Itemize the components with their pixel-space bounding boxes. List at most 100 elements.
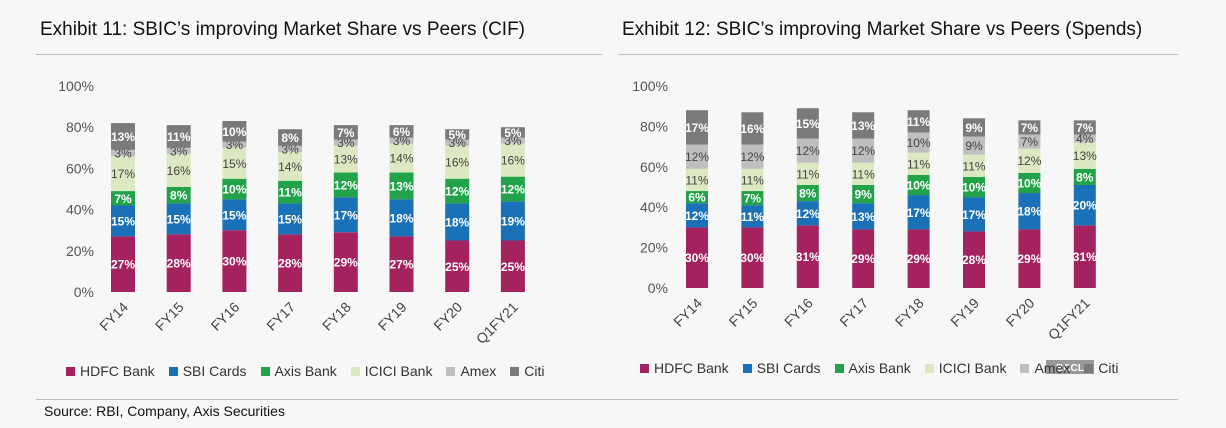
- bar-segment: [796, 201, 819, 226]
- data-label: 27%: [389, 258, 413, 272]
- data-label: 13%: [334, 153, 358, 167]
- data-label: 20%: [1073, 199, 1097, 213]
- bar-segment: [686, 168, 708, 192]
- x-tick-label: FY14: [96, 299, 131, 334]
- data-label: 10%: [1017, 176, 1041, 190]
- legend-label: ICICI Bank: [938, 360, 1007, 376]
- bar-segment: [500, 176, 525, 202]
- bar-segment: [500, 240, 525, 292]
- x-tick-label: FY19: [375, 299, 410, 334]
- legend-swatch: [510, 366, 520, 376]
- bar-segment: [389, 236, 414, 292]
- data-label: 25%: [445, 260, 469, 274]
- y-tick-label: 20%: [640, 240, 668, 256]
- data-label: 12%: [501, 183, 525, 197]
- bar-segment: [166, 147, 191, 154]
- bar-segment: [278, 234, 303, 292]
- y-tick-label: 60%: [66, 160, 94, 176]
- bar-segment: [333, 139, 358, 146]
- x-tick-label: FY15: [152, 299, 187, 334]
- legend-exhibit-11: HDFC Bank SBI Cards Axis Bank ICICI Bank Ame…: [66, 363, 544, 379]
- legend-label: Amex: [1034, 360, 1071, 376]
- data-label: 12%: [796, 144, 820, 158]
- legend-swatch: [350, 366, 360, 376]
- bar-segment: [111, 191, 135, 206]
- bar-segment: [1073, 134, 1096, 143]
- data-label: 25%: [501, 260, 525, 274]
- y-tick-label: 80%: [66, 119, 94, 135]
- data-label: 17%: [111, 167, 135, 181]
- x-tick-label: FY20: [1003, 295, 1038, 330]
- data-label: 11%: [907, 115, 931, 129]
- data-label: 3%: [393, 134, 411, 148]
- bar-segment: [278, 203, 303, 235]
- data-label: 10%: [907, 178, 931, 192]
- data-label: 12%: [851, 144, 875, 158]
- bar-segment: [741, 144, 764, 169]
- data-label: 7%: [744, 192, 762, 206]
- bar-segment: [852, 229, 875, 288]
- bar-segment: [389, 172, 414, 200]
- bar-segment: [963, 197, 985, 232]
- data-label: 11%: [741, 173, 764, 187]
- bar-segment: [796, 225, 819, 288]
- bar-segment: [741, 205, 764, 228]
- legend-swatch: [1084, 363, 1094, 373]
- source-note: Source: RBI, Company, Axis Securities: [44, 403, 285, 419]
- legend-label: Citi: [1098, 360, 1119, 376]
- bar-segment: [166, 153, 191, 187]
- data-label: 12%: [1017, 154, 1041, 168]
- bar-segment: [333, 197, 358, 233]
- y-tick-label: 40%: [66, 202, 94, 218]
- data-label: 13%: [111, 130, 135, 144]
- data-label: 16%: [501, 154, 525, 168]
- data-label: 12%: [685, 150, 709, 164]
- bar-segment: [111, 123, 135, 150]
- bar-segment: [1073, 225, 1096, 288]
- data-label: 8%: [799, 187, 817, 201]
- data-label: 15%: [278, 212, 302, 226]
- data-label: 10%: [907, 136, 931, 150]
- bar-segment: [852, 184, 875, 204]
- x-tick-label: FY17: [836, 295, 871, 330]
- data-label: 14%: [389, 152, 413, 166]
- legend-label: Citi: [524, 363, 545, 379]
- data-label: 18%: [445, 215, 469, 229]
- data-label: 28%: [962, 253, 986, 267]
- data-label: 29%: [1017, 252, 1041, 266]
- bar-segment: [1018, 172, 1041, 194]
- legend-item: Axis Bank: [834, 360, 911, 376]
- x-tick-label: FY17: [263, 299, 298, 334]
- data-label: 29%: [851, 252, 875, 266]
- bccl-watermark: [1046, 360, 1094, 374]
- data-label: 13%: [1073, 149, 1097, 163]
- bar-segment: [686, 144, 708, 169]
- bar-segment: [686, 203, 708, 228]
- data-label: 4%: [1076, 132, 1094, 146]
- legend-swatch: [742, 363, 752, 373]
- bar-segment: [1073, 184, 1096, 226]
- legend-swatch: [834, 363, 844, 373]
- legend-swatch: [66, 366, 75, 376]
- bar-segment: [222, 178, 247, 200]
- exhibit-12-title: Exhibit 12: SBIC’s improving Market Shar…: [622, 19, 1143, 40]
- bar-segment: [389, 137, 414, 144]
- x-tick-label: FY16: [208, 299, 243, 334]
- bar-segment: [500, 201, 525, 241]
- y-tick-label: 40%: [640, 199, 668, 215]
- data-label: 11%: [685, 173, 708, 187]
- data-label: 3%: [170, 144, 188, 158]
- y-tick-label: 0%: [74, 284, 94, 300]
- bar-segment: [963, 231, 985, 288]
- bar-segment: [741, 112, 764, 145]
- bar-segment: [222, 121, 247, 142]
- data-label: 5%: [449, 128, 467, 142]
- bar-segment: [686, 110, 708, 145]
- data-label: 17%: [962, 208, 986, 222]
- data-label: 11%: [907, 157, 930, 171]
- bar-segment: [278, 151, 303, 181]
- bar-segment: [445, 240, 470, 292]
- data-label: 8%: [281, 131, 299, 145]
- bar-segment: [741, 168, 764, 192]
